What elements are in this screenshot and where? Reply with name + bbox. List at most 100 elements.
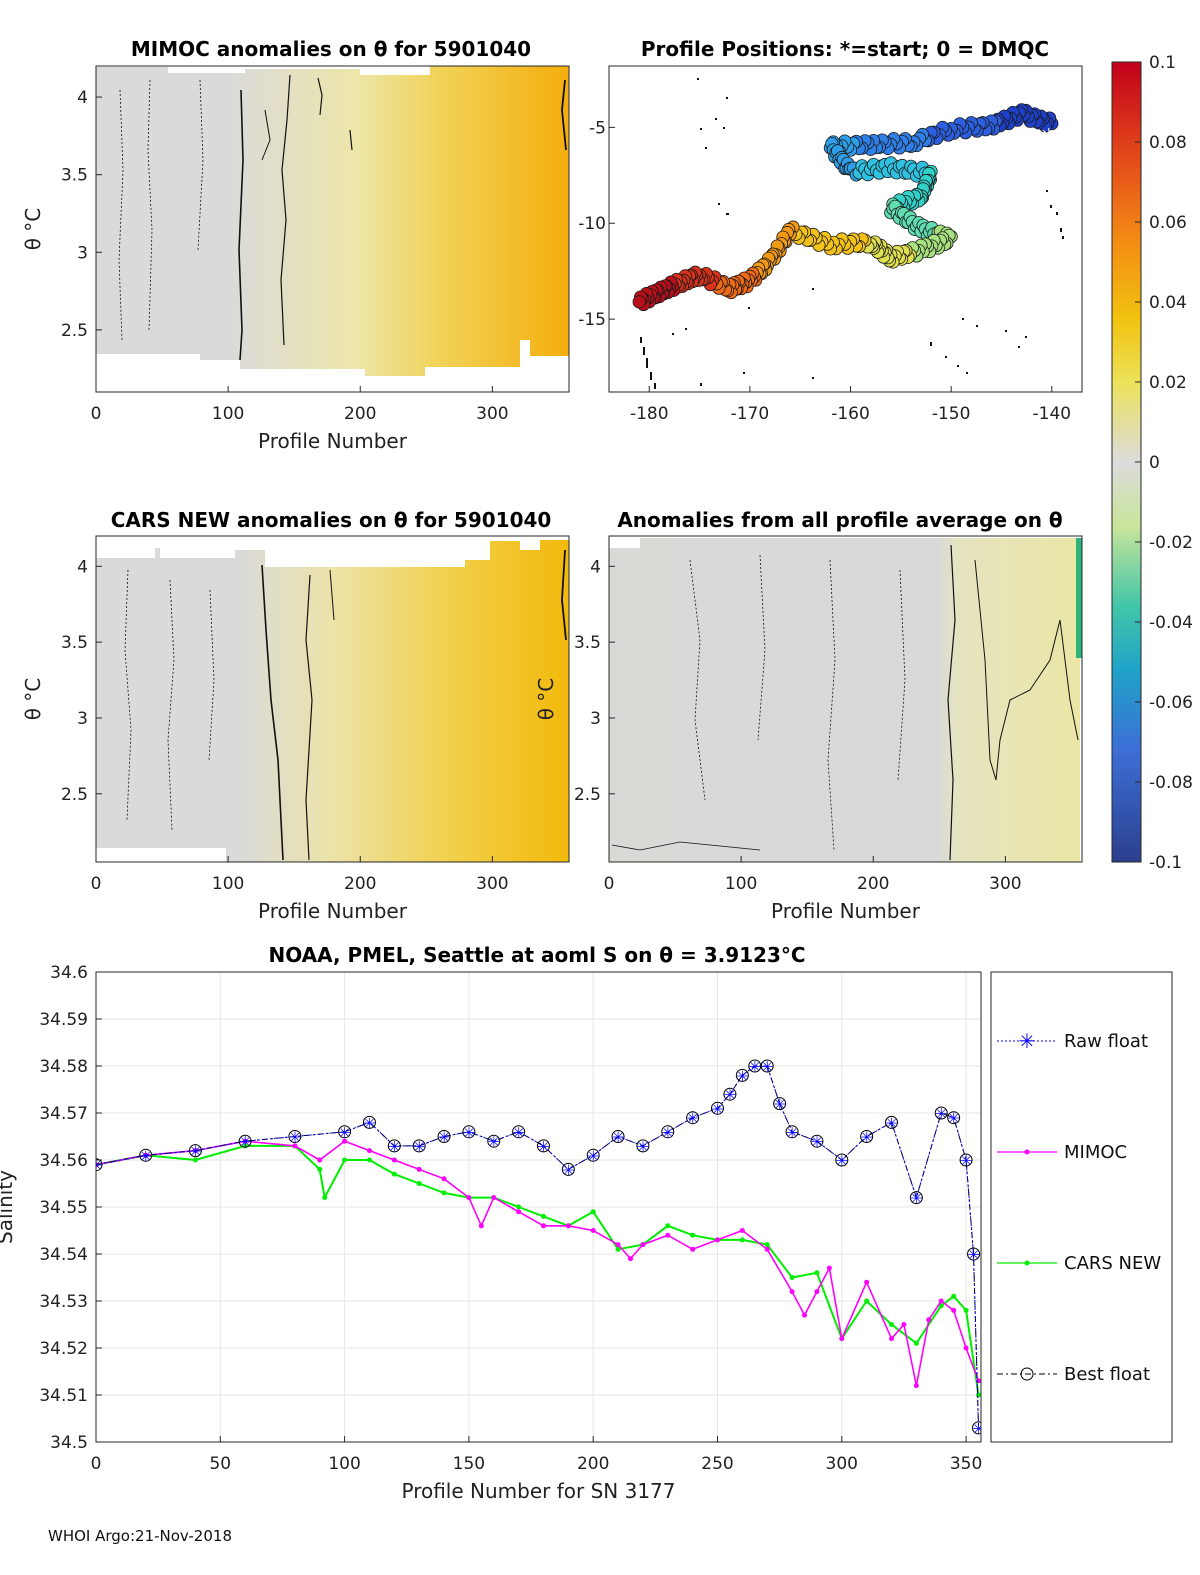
best-float-point <box>611 1130 625 1143</box>
colorbar-tick-label: -0.08 <box>1149 773 1193 793</box>
best-float-point <box>387 1139 401 1153</box>
legend: ✳ Raw float MIMOC CARS NEW Best float <box>990 971 1173 1443</box>
y-tick-label: 34.56 <box>39 1151 88 1171</box>
raw-float-point: ✳ <box>139 1147 152 1165</box>
raw-float-point: ✳ <box>487 1133 500 1151</box>
best-float-point <box>835 1153 849 1167</box>
mimoc-point <box>864 1279 870 1285</box>
cars-new-point <box>739 1237 745 1243</box>
y-tick-label: 3.5 <box>61 633 88 653</box>
best-float-point <box>785 1125 799 1139</box>
mimoc-point <box>441 1176 447 1182</box>
cars-new-point <box>889 1322 895 1327</box>
raw-float-line <box>96 1065 979 1428</box>
mimoc-point <box>143 1152 149 1158</box>
track-point <box>632 295 646 309</box>
dot-marker-icon <box>1024 1149 1030 1155</box>
colorbar-tick-label: -0.04 <box>1149 613 1193 633</box>
cars-new-point <box>366 1157 372 1163</box>
average-anomaly-panel: Anomalies from all profile average on θ … <box>534 508 1083 923</box>
legend-item-best: Best float <box>997 1364 1150 1385</box>
mimoc-point <box>416 1166 422 1172</box>
x-tick-label: 250 <box>701 1454 733 1474</box>
raw-float-point: ✳ <box>413 1138 426 1156</box>
raw-float-point: ✳ <box>885 1114 898 1132</box>
x-tick-label: 100 <box>212 874 244 894</box>
raw-float-point: ✳ <box>562 1161 575 1179</box>
raw-float-point: ✳ <box>835 1152 848 1170</box>
raw-float-point: ✳ <box>537 1138 550 1156</box>
best-float-point <box>947 1111 961 1125</box>
y-tick-label: 3 <box>590 709 601 729</box>
x-axis-label: Profile Number for SN 3177 <box>401 1479 675 1503</box>
raw-float-point: ✳ <box>463 1124 476 1142</box>
y-tick-label: 34.51 <box>39 1386 88 1406</box>
y-tick-label: 3 <box>77 709 88 729</box>
best-float-point <box>412 1139 426 1153</box>
colorbar-tick-label: 0.1 <box>1149 53 1176 73</box>
cars-new-point <box>864 1298 870 1304</box>
mimoc-point <box>901 1322 907 1327</box>
raw-float-point: ✳ <box>189 1143 202 1161</box>
raw-float-point: ✳ <box>338 1124 351 1142</box>
best-float-point <box>636 1139 650 1153</box>
cars-new-point <box>516 1204 522 1210</box>
x-tick-label: 0 <box>91 874 102 894</box>
x-tick-label: 100 <box>725 874 757 894</box>
y-tick-label: 3 <box>77 243 88 263</box>
cars-anomaly-field <box>96 540 569 862</box>
salinity-panel-title: NOAA, PMEL, Seattle at aoml S on θ = 3.9… <box>268 943 805 967</box>
raw-float-point: ✳ <box>972 1420 985 1438</box>
legend-box <box>990 971 1173 1443</box>
raw-float-point: ✳ <box>363 1114 376 1132</box>
average-axes-box <box>608 535 1083 863</box>
y-tick-label: -10 <box>578 214 606 234</box>
y-tick-label: 34.53 <box>39 1292 88 1312</box>
mimoc-panel-title: MIMOC anomalies on θ for 5901040 <box>131 37 531 61</box>
raw-float-point: ✳ <box>289 1129 302 1147</box>
y-tick-label: 34.58 <box>39 1057 88 1077</box>
dot-marker-icon <box>1024 1260 1030 1266</box>
colorbar-tick-label: -0.02 <box>1149 533 1193 553</box>
x-tick-label: 200 <box>577 1454 609 1474</box>
best-float-point <box>512 1125 526 1139</box>
salinity-panel: NOAA, PMEL, Seattle at aoml S on θ = 3.9… <box>0 943 985 1503</box>
colorbar-ticks: 0.1 0.08 0.06 0.04 0.02 0 -0.02 -0.04 -0.06 -0.08… <box>1135 53 1193 873</box>
best-float-point <box>860 1130 874 1143</box>
cars-new-point <box>963 1307 969 1313</box>
raw-float-point: ✳ <box>947 1110 960 1128</box>
cars-axes: 0 100 200 300 2.5 3 3.5 4 Profile Number θ °C <box>21 557 509 923</box>
mimoc-point <box>342 1138 348 1144</box>
x-tick-label: 200 <box>344 874 376 894</box>
raw-float-point: ✳ <box>637 1138 650 1156</box>
mimoc-point <box>366 1148 372 1154</box>
mimoc-point <box>590 1228 596 1233</box>
mimoc-point <box>951 1307 957 1313</box>
colorbar-tick-label: -0.1 <box>1149 853 1182 873</box>
mimoc-point <box>963 1345 969 1351</box>
mimoc-point <box>764 1246 770 1252</box>
x-axis-label: Profile Number <box>258 429 408 453</box>
colorbar-tick-label: 0.06 <box>1149 213 1187 233</box>
mimoc-point <box>739 1228 745 1233</box>
best-float-point <box>96 1158 103 1172</box>
best-float-point <box>885 1115 899 1129</box>
best-float-point <box>487 1134 501 1148</box>
mimoc-point <box>690 1246 696 1252</box>
x-tick-label: -150 <box>932 404 971 424</box>
average-contours <box>611 544 1079 861</box>
legend-label-best: Best float <box>1064 1364 1150 1385</box>
mimoc-point <box>789 1289 795 1295</box>
y-tick-label: 34.6 <box>50 963 88 983</box>
best-float-point <box>972 1421 981 1435</box>
y-tick-label: 34.55 <box>39 1198 88 1218</box>
cars-new-point <box>938 1303 944 1309</box>
y-tick-label: 34.59 <box>39 1010 88 1030</box>
legend-item-cars: CARS NEW <box>997 1253 1161 1274</box>
raw-float-point: ✳ <box>786 1124 799 1142</box>
cars-new-point <box>540 1213 546 1219</box>
legend-label-mimoc: MIMOC <box>1064 1142 1127 1163</box>
mimoc-point <box>466 1195 472 1201</box>
x-tick-label: 100 <box>212 404 244 424</box>
best-float-point <box>710 1101 724 1115</box>
